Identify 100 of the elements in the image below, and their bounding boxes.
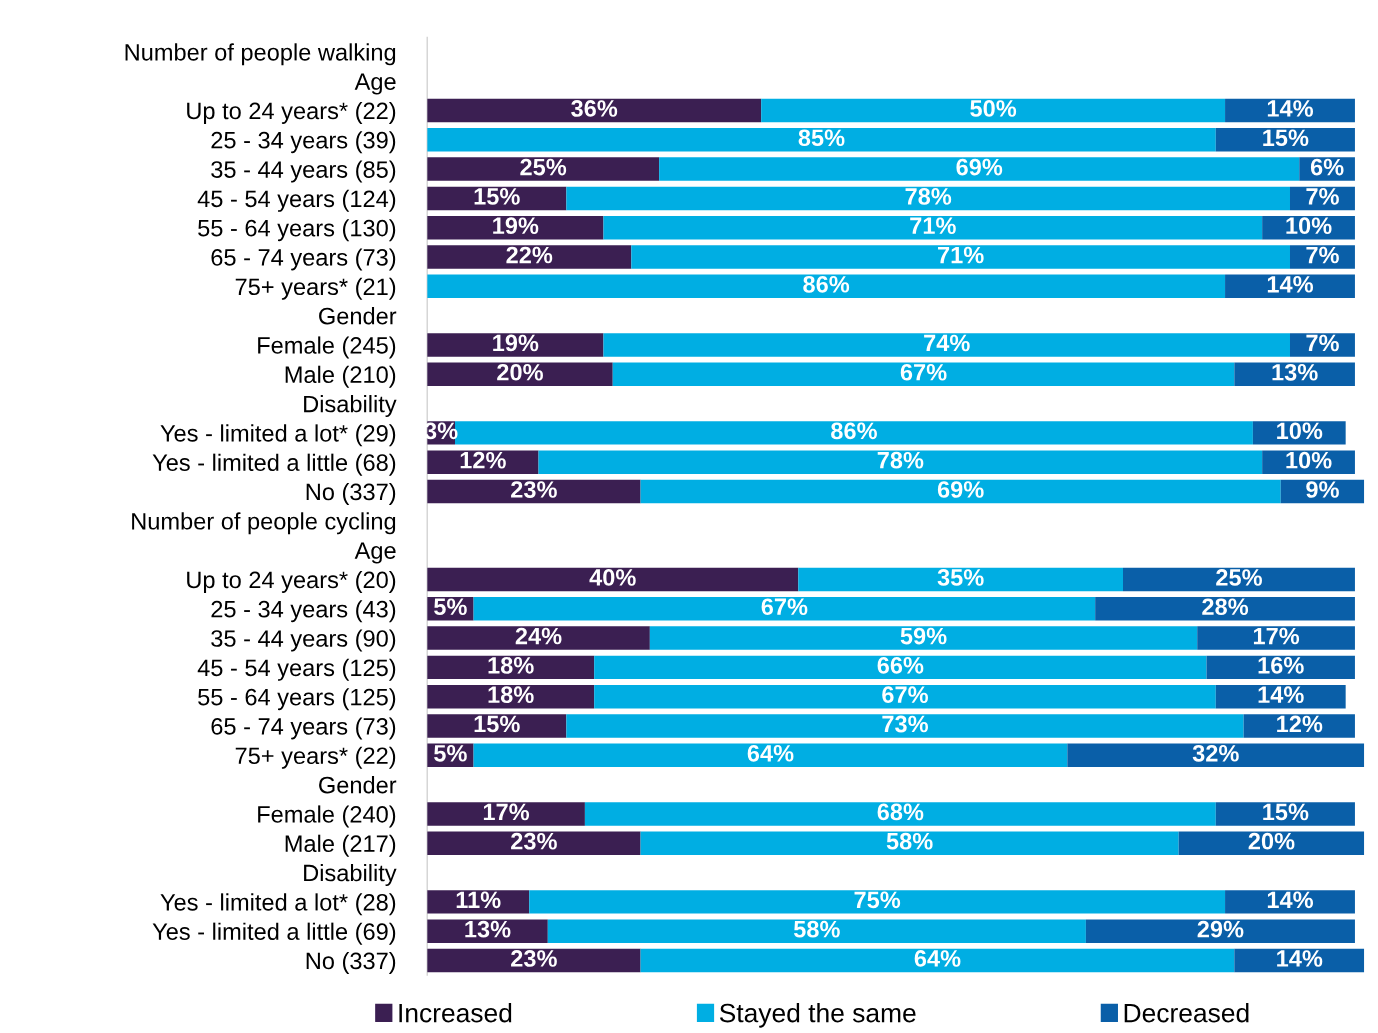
y-tick-label: Number of people cycling	[132, 512, 396, 535]
bar	[594, 684, 1216, 709]
data-label: 19%	[493, 334, 539, 352]
y-tick-label: Up to 24 years* (20)	[187, 570, 396, 593]
data-label: 24%	[515, 627, 562, 645]
data-label: 7%	[1306, 188, 1339, 205]
y-tick-label: 75+ years* (21)	[235, 277, 396, 300]
data-label: 67%	[900, 363, 947, 381]
y-tick-label: Up to 24 years* (22)	[187, 101, 396, 124]
y-tick-label: 35 - 44 years (90)	[211, 629, 396, 652]
data-label: 11%	[456, 891, 501, 909]
data-label: 15%	[1263, 803, 1309, 821]
data-label: 71%	[938, 246, 984, 264]
bar	[584, 802, 1216, 826]
y-tick-label: 65 - 74 years (73)	[211, 248, 396, 271]
bar	[427, 626, 650, 650]
data-label: 73%	[882, 715, 928, 733]
data-label: 59%	[900, 627, 947, 645]
data-label: 67%	[882, 686, 928, 704]
data-label: 10%	[1277, 422, 1323, 440]
y-tick-label: Male (217)	[285, 834, 396, 857]
y-tick-label: 75+ years* (22)	[235, 746, 396, 769]
bar	[1085, 919, 1355, 943]
bar	[427, 948, 641, 973]
data-label: 14%	[1277, 950, 1323, 967]
y-tick-label: 45 - 54 years (124)	[197, 189, 396, 212]
data-label: 22%	[506, 246, 553, 264]
bar	[427, 919, 548, 943]
bar	[473, 597, 1096, 621]
data-label: 64%	[747, 744, 794, 762]
data-label: 85%	[798, 129, 845, 147]
data-label: 9%	[1306, 481, 1339, 498]
bar	[427, 567, 799, 592]
data-label: 58%	[886, 832, 933, 850]
y-tick-label: Yes - limited a little (68)	[152, 453, 396, 476]
data-label: 7%	[1306, 334, 1339, 352]
y-tick-label: Male (210)	[285, 365, 396, 388]
data-label: 15%	[474, 188, 520, 205]
data-label: 69%	[937, 481, 984, 498]
bar	[603, 333, 1290, 357]
y-tick-label: Yes - limited a little (69)	[152, 922, 396, 945]
data-label: 50%	[970, 100, 1017, 117]
y-tick-label: Yes - limited a lot* (28)	[160, 893, 396, 916]
bar	[761, 98, 1226, 123]
bar	[538, 450, 1263, 474]
y-tick-label: 55 - 64 years (125)	[198, 688, 396, 711]
bar	[1225, 890, 1355, 914]
bar	[427, 362, 613, 386]
y-tick-label: Age	[354, 73, 396, 95]
data-label: 10%	[1286, 451, 1332, 469]
y-tick-label: Disability	[304, 395, 397, 418]
data-label: 64%	[914, 950, 961, 967]
bar	[427, 831, 641, 855]
bar	[594, 655, 1207, 680]
y-tick-label: Yes - limited a lot* (29)	[160, 424, 396, 447]
bar	[427, 274, 1226, 299]
bar	[427, 245, 632, 269]
data-label: 17%	[1253, 627, 1300, 645]
bar	[1215, 802, 1355, 826]
data-label: 14%	[1258, 686, 1304, 703]
y-tick-label: No (337)	[306, 482, 396, 505]
bar	[659, 157, 1300, 181]
data-label: 36%	[571, 100, 618, 117]
data-label: 40%	[589, 569, 636, 586]
y-tick-label: 45 - 54 years (125)	[197, 658, 396, 681]
data-label: 35%	[937, 569, 984, 586]
bar	[1095, 597, 1355, 621]
data-label: 13%	[1272, 363, 1318, 381]
y-tick-label: Gender	[319, 307, 397, 325]
data-label: 71%	[910, 217, 956, 234]
data-label: 23%	[511, 832, 557, 850]
data-label: 32%	[1192, 744, 1239, 762]
bar	[612, 362, 1235, 386]
data-label: 86%	[803, 275, 850, 293]
data-label: 74%	[924, 334, 970, 352]
bar	[1178, 831, 1365, 855]
data-label: 13%	[465, 920, 511, 938]
data-label: 18%	[488, 686, 534, 704]
y-tick-label: 55 - 64 years (130)	[198, 219, 396, 242]
data-label: 7%	[1306, 246, 1339, 264]
data-label: 20%	[1248, 832, 1295, 850]
bar	[1197, 626, 1355, 650]
bar	[1215, 128, 1355, 152]
bar	[427, 128, 1216, 152]
bar	[427, 450, 539, 474]
data-label: 23%	[511, 950, 557, 967]
data-label: 15%	[1263, 129, 1309, 147]
bar	[427, 479, 641, 504]
data-label: 12%	[460, 451, 506, 469]
data-label: 25%	[520, 158, 567, 176]
data-label: 23%	[511, 481, 557, 498]
bar	[427, 157, 660, 181]
data-label: 78%	[905, 188, 952, 205]
bar	[427, 802, 585, 826]
data-label: 5%	[434, 598, 467, 616]
bar	[798, 567, 1123, 592]
data-label: 12%	[1277, 715, 1323, 733]
data-label: 86%	[831, 422, 877, 440]
y-tick-label: No (337)	[306, 951, 396, 974]
bar	[1243, 714, 1355, 738]
